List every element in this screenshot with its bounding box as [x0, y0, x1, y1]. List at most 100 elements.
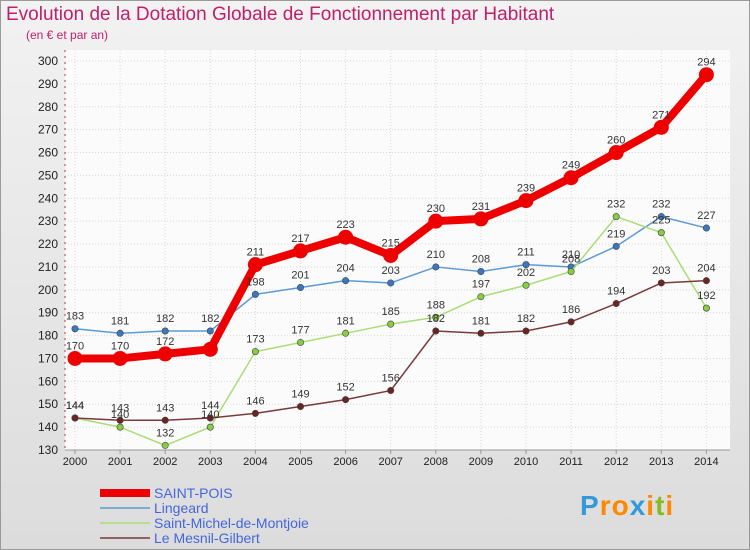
data-point-lingeard	[116, 329, 124, 337]
data-point-saint-pois	[383, 248, 399, 263]
data-point-saint-michel-de-montjoie	[387, 320, 395, 328]
data-point-saint-michel-de-montjoie	[161, 441, 169, 449]
x-tick-label: 2010	[514, 456, 538, 468]
x-tick-label: 2004	[243, 456, 267, 468]
data-point-saint-michel-de-montjoie	[477, 293, 485, 301]
series-saint-pois	[67, 67, 714, 366]
data-label-le-mesnil-gilbert: 194	[607, 286, 625, 298]
data-point-le-mesnil-gilbert	[612, 300, 620, 308]
data-point-lingeard	[612, 242, 620, 250]
data-label-le-mesnil-gilbert: 144	[66, 400, 84, 412]
logo-letter: i	[646, 490, 656, 521]
data-point-lingeard	[296, 284, 304, 292]
data-label-le-mesnil-gilbert: 143	[156, 402, 174, 414]
data-label-saint-pois: 230	[427, 203, 445, 215]
data-point-le-mesnil-gilbert	[522, 327, 530, 335]
data-label-lingeard: 182	[156, 313, 174, 325]
data-point-saint-michel-de-montjoie	[342, 329, 350, 337]
data-label-saint-pois: 260	[607, 135, 625, 147]
data-point-lingeard	[71, 325, 79, 333]
data-label-saint-pois: 215	[382, 238, 400, 250]
data-label-saint-michel-de-montjoie: 177	[291, 324, 309, 336]
data-point-saint-michel-de-montjoie	[522, 281, 530, 289]
data-label-saint-michel-de-montjoie: 197	[472, 279, 490, 291]
proxiti-logo: Proxiti	[580, 490, 674, 522]
x-tick-label: 2001	[108, 456, 132, 468]
data-point-lingeard	[657, 213, 665, 221]
x-tick-label: 2005	[288, 456, 312, 468]
data-point-le-mesnil-gilbert	[71, 414, 79, 422]
series-saint-michel-de-montjoie	[71, 213, 710, 449]
data-label-saint-pois: 223	[336, 219, 354, 231]
x-tick-label: 2013	[649, 456, 673, 468]
data-point-saint-michel-de-montjoie	[432, 313, 440, 321]
data-label-saint-pois: 249	[562, 160, 580, 172]
y-tick-label: 200	[38, 283, 58, 297]
data-point-le-mesnil-gilbert	[477, 329, 485, 337]
y-tick-label: 210	[38, 260, 58, 274]
data-label-saint-michel-de-montjoie: 140	[201, 409, 219, 421]
data-label-saint-michel-de-montjoie: 208	[562, 254, 580, 266]
data-label-lingeard: 211	[517, 247, 535, 259]
logo-letter: o	[611, 490, 630, 521]
data-point-lingeard	[206, 327, 214, 335]
legend-entry: SAINT-POIS	[154, 485, 233, 501]
data-label-le-mesnil-gilbert: 204	[697, 263, 715, 275]
data-point-lingeard	[161, 327, 169, 335]
data-point-lingeard	[342, 277, 350, 285]
legend-entry: Lingeard	[154, 500, 209, 516]
data-label-saint-pois: 294	[697, 57, 715, 69]
data-point-lingeard	[387, 279, 395, 287]
data-point-saint-michel-de-montjoie	[296, 338, 304, 346]
data-point-saint-michel-de-montjoie	[116, 423, 124, 431]
data-label-lingeard: 232	[652, 199, 670, 211]
chart-title: Evolution de la Dotation Globale de Fonc…	[6, 4, 555, 25]
data-point-le-mesnil-gilbert	[432, 327, 440, 335]
data-point-lingeard	[522, 261, 530, 269]
logo-letter: t	[655, 490, 666, 521]
data-label-saint-pois: 231	[472, 201, 490, 213]
x-tick-label: 2009	[469, 456, 493, 468]
chart-subtitle: (en € et par an)	[26, 28, 109, 42]
data-point-saint-michel-de-montjoie	[612, 213, 620, 221]
series-le-mesnil-gilbert	[71, 277, 710, 424]
data-point-saint-michel-de-montjoie	[657, 229, 665, 237]
data-label-saint-michel-de-montjoie: 202	[517, 267, 535, 279]
data-point-saint-michel-de-montjoie	[206, 423, 214, 431]
logo-letter: P	[580, 490, 600, 521]
data-label-le-mesnil-gilbert: 182	[427, 313, 445, 325]
data-label-lingeard: 182	[201, 313, 219, 325]
y-tick-label: 220	[38, 237, 58, 251]
data-label-saint-michel-de-montjoie: 132	[156, 427, 174, 439]
data-point-saint-michel-de-montjoie	[251, 348, 259, 356]
data-point-lingeard	[702, 224, 710, 232]
y-tick-label: 180	[38, 329, 58, 343]
data-point-le-mesnil-gilbert	[702, 277, 710, 285]
y-tick-label: 270	[38, 123, 58, 137]
x-tick-label: 2006	[333, 456, 357, 468]
legend-entry: Saint-Michel-de-Montjoie	[154, 515, 309, 531]
data-point-lingeard	[251, 290, 259, 298]
data-label-lingeard: 210	[562, 249, 580, 261]
data-label-lingeard: 208	[472, 254, 490, 266]
x-tick-label: 2012	[604, 456, 628, 468]
logo-letter: x	[629, 490, 647, 521]
data-label-saint-michel-de-montjoie: 225	[652, 215, 670, 227]
logo-letter: r	[599, 490, 612, 521]
y-tick-label: 260	[38, 146, 58, 160]
y-tick-label: 280	[38, 100, 58, 114]
x-tick-label: 2003	[198, 456, 222, 468]
data-label-le-mesnil-gilbert: 152	[336, 382, 354, 394]
data-label-le-mesnil-gilbert: 149	[291, 389, 309, 401]
data-label-saint-michel-de-montjoie: 181	[336, 315, 354, 327]
data-label-saint-pois: 271	[652, 109, 670, 121]
data-label-lingeard: 198	[246, 276, 264, 288]
data-point-saint-pois	[157, 346, 173, 362]
logo-letter: i	[665, 490, 675, 521]
data-label-le-mesnil-gilbert: 182	[517, 313, 535, 325]
data-label-saint-michel-de-montjoie: 232	[607, 199, 625, 211]
data-point-le-mesnil-gilbert	[387, 387, 395, 395]
data-point-saint-pois	[293, 243, 308, 259]
y-tick-label: 160	[38, 374, 58, 388]
data-label-saint-michel-de-montjoie: 140	[111, 409, 129, 421]
